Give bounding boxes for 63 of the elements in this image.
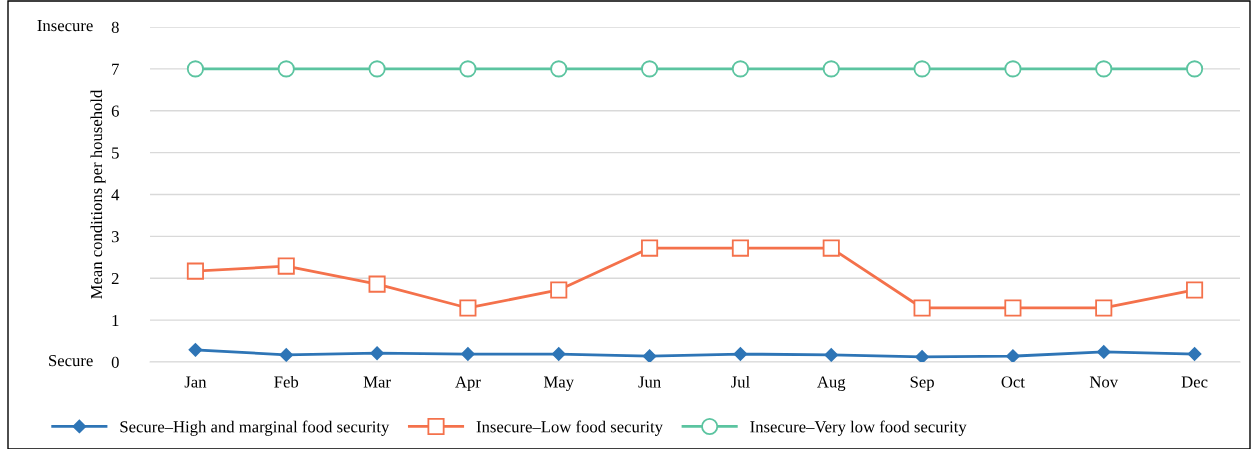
y-tick-label: 4 <box>111 189 120 201</box>
point <box>186 262 204 280</box>
x-tick-label: Jun <box>638 376 661 388</box>
point <box>277 257 295 275</box>
x-tick-label: Dec <box>1181 376 1208 388</box>
x-tick-label: Sep <box>910 376 934 391</box>
point <box>279 348 294 362</box>
point <box>370 346 384 361</box>
point <box>461 347 475 361</box>
point <box>1004 299 1022 317</box>
point <box>1186 60 1204 78</box>
y-tick-label: 6 <box>111 105 119 117</box>
point <box>822 60 840 78</box>
text: Secure <box>49 354 93 367</box>
point <box>459 60 477 78</box>
point <box>551 347 566 361</box>
legend-label: Secure–High and marginal food security <box>120 420 390 436</box>
y-tick-label: 2 <box>111 273 119 285</box>
point <box>641 60 659 78</box>
point <box>641 239 659 257</box>
point <box>822 239 840 257</box>
x-tick-label: Feb <box>274 375 299 388</box>
point <box>550 60 568 78</box>
point <box>1186 281 1204 299</box>
point <box>188 343 203 357</box>
point <box>733 347 748 361</box>
y-tick-label: 8 <box>111 21 119 33</box>
y-tick-label: 5 <box>112 147 119 159</box>
y-tick-label: 1 <box>112 314 119 326</box>
x-tick-label: May <box>543 376 574 391</box>
point <box>1004 60 1022 78</box>
point <box>277 60 295 78</box>
point <box>642 349 657 362</box>
x-tick-label: Oct <box>1001 376 1025 388</box>
x-tick-label: Aug <box>817 376 846 391</box>
x-tick-label: Jul <box>731 375 750 388</box>
point <box>1095 299 1113 317</box>
point <box>1096 345 1111 359</box>
point <box>915 350 929 362</box>
point <box>459 299 477 317</box>
point <box>1006 349 1020 362</box>
point <box>368 275 386 293</box>
point <box>731 60 749 78</box>
point <box>1095 60 1113 78</box>
x-tick-label: Mar <box>363 376 391 388</box>
point <box>1187 347 1202 361</box>
legend-label: Insecure–Very low food security <box>750 420 967 436</box>
point <box>368 60 386 78</box>
point <box>186 60 204 78</box>
text: Insecure <box>37 20 93 32</box>
point <box>550 281 568 299</box>
legend-label: Insecure–Low food security <box>476 420 663 436</box>
point <box>824 348 839 362</box>
x-tick-label: Nov <box>1089 376 1119 388</box>
point <box>913 299 931 317</box>
y-tick-label: 7 <box>112 63 119 75</box>
y-axis-title: Mean conditions per household <box>90 89 106 299</box>
x-tick-label: Apr <box>455 376 481 391</box>
y-tick-label: 3 <box>111 231 119 243</box>
x-tick-label: Jan <box>184 376 207 388</box>
point <box>731 239 749 257</box>
point <box>913 60 931 78</box>
y-tick-label: 0 <box>111 356 119 368</box>
